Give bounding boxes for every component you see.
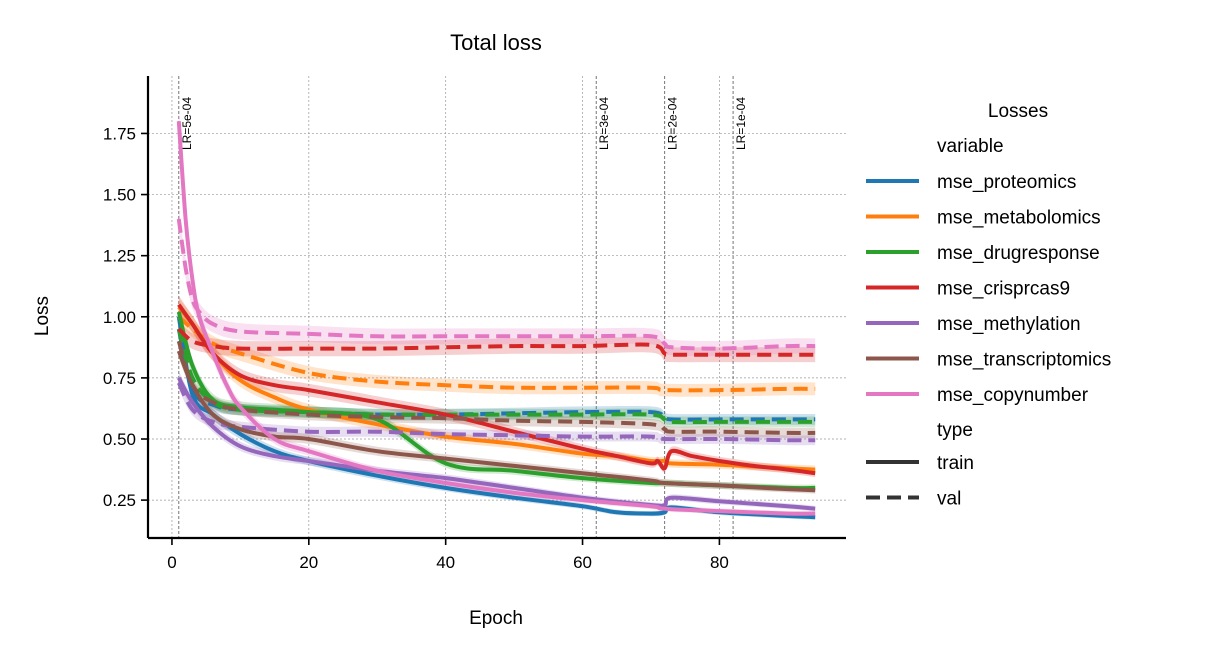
y-axis-label: Loss — [32, 296, 53, 336]
mse_metabolomics-train-line — [177, 305, 816, 472]
x-axis-label: Epoch — [469, 608, 523, 629]
y-tick-label: 1.00 — [103, 308, 136, 327]
mse_transcriptomics-train-line — [176, 350, 816, 493]
mse_copynumber-val-band — [178, 207, 816, 357]
mse_methylation-val-band — [178, 376, 816, 446]
legend-label-mse_proteomics: mse_proteomics — [937, 172, 1076, 193]
x-tick-label: 40 — [436, 553, 455, 572]
mse_methylation-val-line — [176, 381, 816, 443]
lr-marker-label: LR=1e-04 — [734, 97, 748, 150]
legend-label-mse_transcriptomics: mse_transcriptomics — [937, 350, 1111, 371]
legend-variable-header: variable — [937, 136, 1004, 157]
legend-label-mse_copynumber: mse_copynumber — [937, 385, 1089, 406]
x-tick-label: 0 — [167, 553, 176, 572]
legend-label-mse_methylation: mse_methylation — [937, 314, 1081, 335]
tick-labels: 0 20 40 60 80 0.25 0.50 0.75 1.00 1.25 1.50 1.75 — [103, 124, 729, 572]
x-tick-label: 20 — [299, 553, 318, 572]
legend-type-header: type — [937, 420, 973, 441]
y-tick-label: 1.50 — [103, 186, 136, 205]
mse_metabolomics-val-band — [178, 308, 816, 397]
mse_drugresponse-val-band — [178, 320, 816, 428]
legend-label-val: val — [937, 489, 961, 510]
series-lines — [176, 121, 816, 520]
y-tick-label: 1.25 — [103, 247, 136, 266]
y-tick-label: 0.75 — [103, 369, 136, 388]
mse_methylation-train-line — [177, 376, 816, 511]
mse_proteomics-val-band — [178, 320, 816, 426]
mse_crisprcas9-val-band — [178, 320, 816, 363]
y-tick-label: 0.50 — [103, 430, 136, 449]
chart-title: Total loss — [450, 30, 542, 55]
legend-label-mse_crisprcas9: mse_crisprcas9 — [937, 279, 1070, 300]
mse_copynumber-train-line — [176, 121, 816, 516]
mse_crisprcas9-val-line — [177, 327, 816, 357]
x-tick-label: 80 — [710, 553, 729, 572]
axes — [141, 76, 846, 545]
lr-marker-label: LR=2e-04 — [666, 97, 680, 150]
y-tick-label: 0.25 — [103, 491, 136, 510]
mse_crisprcas9-train-band — [178, 295, 816, 478]
legend-label-train: train — [937, 453, 974, 474]
lr-marker-label: LR=5e-04 — [180, 97, 194, 150]
mse_drugresponse-val-line — [176, 328, 816, 425]
mse_crisprcas9-train-line — [177, 303, 816, 476]
legend: Losses variable mse_proteomics mse_metabo… — [866, 101, 1111, 510]
legend-label-mse_metabolomics: mse_metabolomics — [937, 208, 1101, 229]
mse_metabolomics-train-band — [178, 298, 816, 474]
x-tick-label: 60 — [573, 553, 592, 572]
legend-label-mse_drugresponse: mse_drugresponse — [937, 243, 1100, 264]
y-tick-label: 1.75 — [103, 124, 136, 143]
legend-title: Losses — [988, 101, 1048, 122]
lr-marker-label: LR=3e-04 — [597, 97, 611, 150]
